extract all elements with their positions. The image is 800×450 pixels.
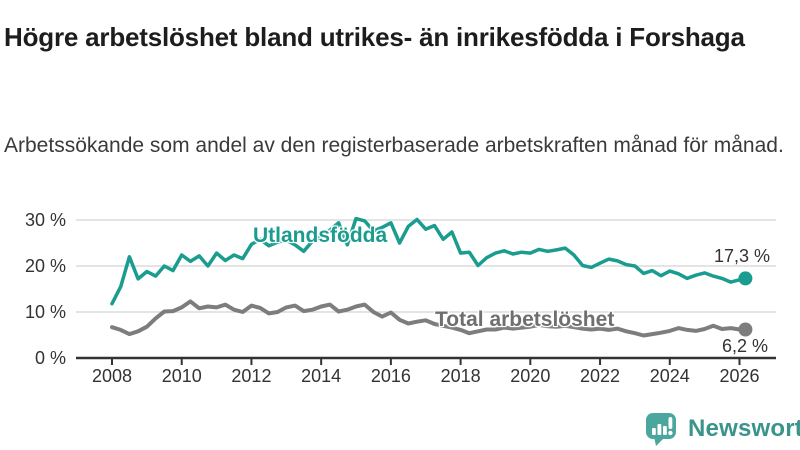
series-label-utlandsfodda: Utlandsfödda [253,224,388,247]
x-axis-tick-label: 2010 [161,366,202,386]
end-value-label-utlandsfodda: 17,3 % [713,246,770,266]
y-axis-tick-label: 10 % [24,302,66,322]
x-axis-tick-label: 2020 [510,366,551,386]
y-axis-tick-label: 30 % [24,210,66,230]
y-axis-tick-label: 0 % [34,348,66,368]
x-axis-tick-label: 2012 [231,366,272,386]
x-axis-tick-label: 2022 [580,366,621,386]
newsworthy-logo-icon [644,410,680,448]
x-axis-tick-label: 2008 [91,366,133,386]
x-axis-tick-label: 2026 [719,366,760,386]
x-axis-tick-label: 2016 [370,366,411,386]
page-title: Högre arbetslöshet bland utrikes- än inr… [4,22,745,53]
end-value-label-total: 6,2 % [721,336,768,356]
x-axis-tick-label: 2014 [301,366,342,386]
chart-subtitle: Arbetssökande som andel av den registerb… [4,134,784,157]
newsworthy-wordmark: Newsworthy [688,415,800,442]
newsworthy-logo[interactable]: Newsworthy [644,410,800,448]
x-axis-tick-label: 2018 [440,366,481,386]
series-label-total-arbetsloshet: Total arbetslöshet [435,308,615,331]
x-axis-tick-label: 2024 [649,366,690,386]
y-axis-tick-label: 20 % [24,256,66,276]
